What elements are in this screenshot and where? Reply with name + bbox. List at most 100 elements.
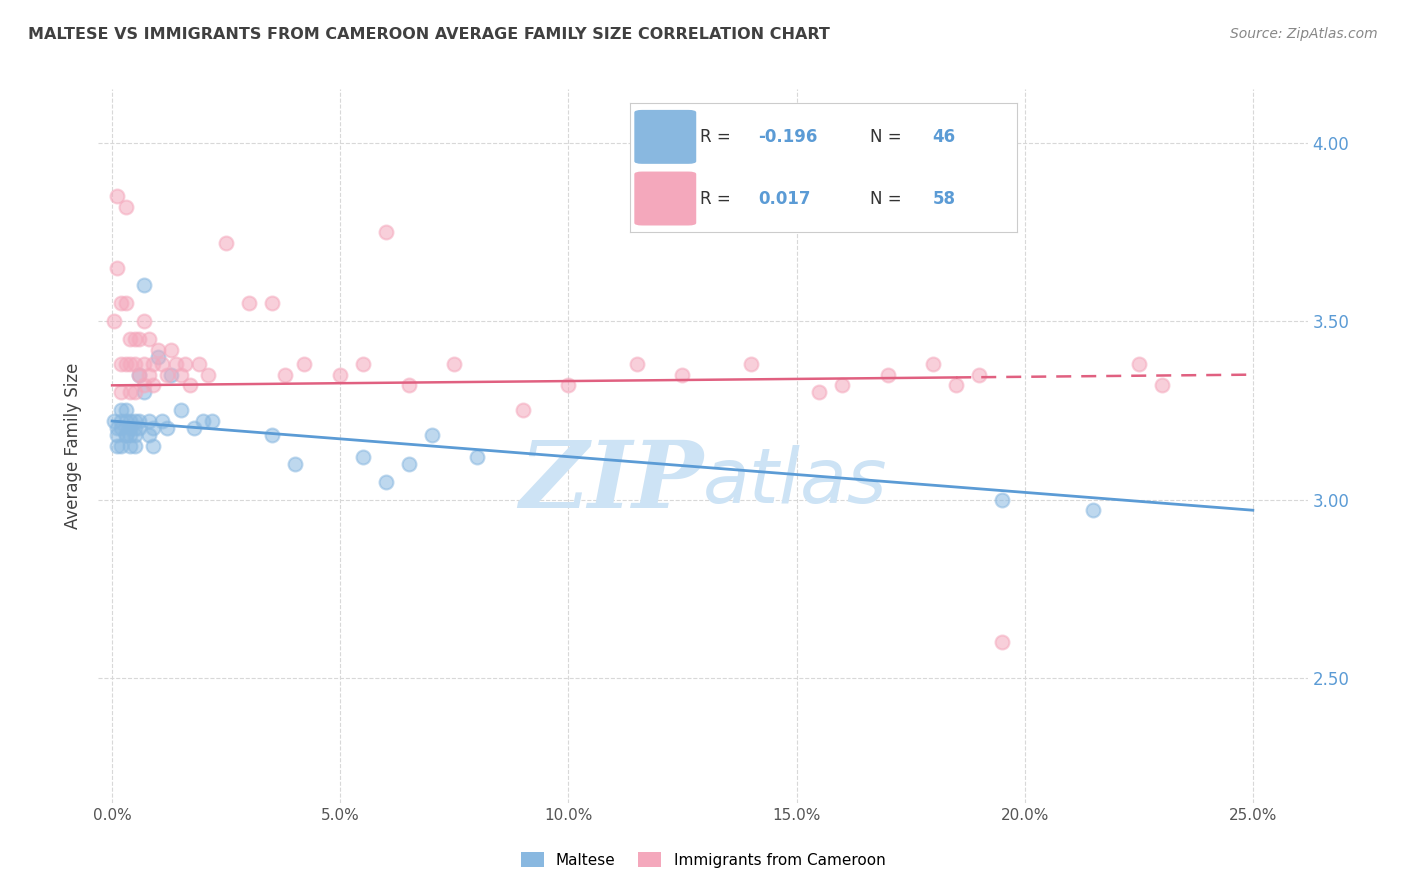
- Point: [114, 296, 136, 310]
- Point: [105, 421, 128, 435]
- Point: [284, 457, 307, 471]
- Point: [197, 368, 219, 382]
- Point: [105, 439, 128, 453]
- Point: [443, 357, 465, 371]
- Point: [114, 428, 136, 442]
- Point: [991, 492, 1014, 507]
- Point: [120, 385, 142, 400]
- Point: [110, 403, 132, 417]
- Point: [132, 314, 155, 328]
- Point: [626, 357, 648, 371]
- Point: [991, 635, 1014, 649]
- Text: Source: ZipAtlas.com: Source: ZipAtlas.com: [1230, 27, 1378, 41]
- Point: [105, 428, 128, 442]
- Text: atlas: atlas: [703, 445, 887, 518]
- Point: [150, 414, 173, 428]
- Point: [160, 368, 183, 382]
- Point: [120, 332, 142, 346]
- Point: [120, 428, 142, 442]
- Point: [110, 357, 132, 371]
- Point: [114, 428, 136, 442]
- Point: [420, 428, 443, 442]
- Point: [156, 368, 179, 382]
- Point: [124, 332, 146, 346]
- Point: [215, 235, 238, 250]
- Point: [260, 428, 283, 442]
- Y-axis label: Average Family Size: Average Family Size: [65, 363, 83, 529]
- Point: [831, 378, 853, 392]
- Point: [671, 368, 693, 382]
- Point: [114, 403, 136, 417]
- Point: [193, 414, 215, 428]
- Point: [922, 357, 945, 371]
- Point: [114, 357, 136, 371]
- Point: [110, 385, 132, 400]
- Point: [120, 357, 142, 371]
- Point: [465, 450, 488, 464]
- Point: [138, 368, 160, 382]
- Point: [124, 421, 146, 435]
- Point: [120, 439, 142, 453]
- Point: [105, 260, 128, 275]
- Point: [120, 421, 142, 435]
- Point: [156, 421, 179, 435]
- Point: [110, 421, 132, 435]
- Point: [132, 357, 155, 371]
- Point: [512, 403, 534, 417]
- Point: [124, 428, 146, 442]
- Point: [165, 357, 187, 371]
- Point: [110, 296, 132, 310]
- Point: [132, 378, 155, 392]
- Point: [142, 421, 165, 435]
- Point: [132, 385, 155, 400]
- Point: [174, 357, 197, 371]
- Point: [142, 357, 165, 371]
- Point: [142, 439, 165, 453]
- Point: [128, 414, 150, 428]
- Point: [292, 357, 315, 371]
- Point: [201, 414, 224, 428]
- Point: [329, 368, 352, 382]
- Point: [160, 343, 183, 357]
- Text: MALTESE VS IMMIGRANTS FROM CAMEROON AVERAGE FAMILY SIZE CORRELATION CHART: MALTESE VS IMMIGRANTS FROM CAMEROON AVER…: [28, 27, 830, 42]
- Point: [238, 296, 260, 310]
- Legend: Maltese, Immigrants from Cameroon: Maltese, Immigrants from Cameroon: [513, 844, 893, 875]
- Point: [124, 414, 146, 428]
- Point: [124, 439, 146, 453]
- Point: [110, 439, 132, 453]
- Point: [967, 368, 990, 382]
- Point: [374, 225, 396, 239]
- Point: [169, 403, 191, 417]
- Point: [187, 357, 209, 371]
- Point: [142, 378, 165, 392]
- Point: [146, 350, 169, 364]
- Point: [374, 475, 396, 489]
- Point: [876, 368, 898, 382]
- Point: [808, 385, 831, 400]
- Point: [124, 385, 146, 400]
- Point: [557, 378, 579, 392]
- Point: [398, 457, 420, 471]
- Point: [260, 296, 283, 310]
- Point: [150, 357, 173, 371]
- Point: [740, 357, 762, 371]
- Point: [169, 368, 191, 382]
- Point: [1150, 378, 1173, 392]
- Point: [124, 357, 146, 371]
- Point: [945, 378, 967, 392]
- Point: [103, 414, 125, 428]
- Point: [110, 414, 132, 428]
- Point: [128, 368, 150, 382]
- Point: [114, 200, 136, 214]
- Point: [128, 421, 150, 435]
- Text: ZIP: ZIP: [519, 437, 703, 526]
- Point: [179, 378, 201, 392]
- Point: [146, 343, 169, 357]
- Point: [352, 450, 374, 464]
- Point: [183, 421, 205, 435]
- Point: [132, 278, 155, 293]
- Point: [1081, 503, 1104, 517]
- Point: [114, 414, 136, 428]
- Point: [120, 414, 142, 428]
- Point: [128, 368, 150, 382]
